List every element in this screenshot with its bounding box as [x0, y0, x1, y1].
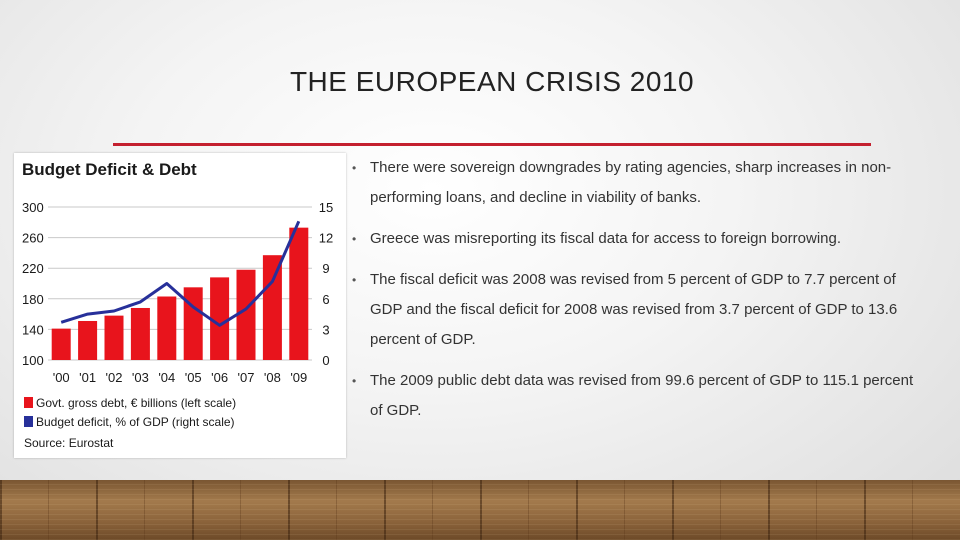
right-axis-tick-label: 9 — [322, 261, 329, 276]
left-axis-ticks: 300 260 220 180 140 100 — [22, 200, 44, 368]
x-axis-tick-label: '04 — [158, 370, 175, 385]
deficit-line — [60, 220, 301, 327]
chart-title: Budget Deficit & Debt — [22, 160, 197, 179]
chart-source: Source: Eurostat — [24, 436, 114, 450]
x-axis-tick-label: '02 — [106, 370, 123, 385]
right-axis-tick-label: 12 — [319, 231, 333, 246]
x-axis-tick-label: '07 — [238, 370, 255, 385]
bullet-item: The fiscal deficit was 2008 was revised … — [352, 265, 922, 355]
x-axis-tick-label: '06 — [211, 370, 228, 385]
title-underline — [113, 143, 871, 146]
x-axis-tick-label: '00 — [53, 370, 70, 385]
legend-deficit-swatch — [24, 416, 33, 427]
debt-bar — [130, 307, 150, 360]
x-axis-ticks: '00 '01 '02 '03 '04 '05 '06 '07 '08 '09 — [53, 370, 308, 385]
bullet-list: There were sovereign downgrades by ratin… — [352, 153, 922, 437]
budget-deficit-debt-chart: Budget Deficit & Debt 300 260 220 180 140 100… — [14, 153, 346, 458]
debt-bars — [51, 227, 309, 360]
x-axis-tick-label: '03 — [132, 370, 149, 385]
right-axis-tick-label: 3 — [322, 322, 329, 337]
debt-bar — [157, 296, 177, 360]
debt-bar — [104, 315, 124, 360]
debt-bar — [183, 287, 203, 360]
x-axis-tick-label: '08 — [264, 370, 281, 385]
wood-floor-decoration — [0, 480, 960, 540]
chart-canvas: Budget Deficit & Debt 300 260 220 180 140 100… — [22, 160, 333, 450]
debt-bar — [236, 269, 256, 360]
bullet-item: The 2009 public debt data was revised fr… — [352, 366, 922, 426]
legend-deficit-label: Budget deficit, % of GDP (right scale) — [36, 415, 235, 429]
x-axis-tick-label: '05 — [185, 370, 202, 385]
left-axis-tick-label: 180 — [22, 292, 44, 307]
debt-bar — [210, 277, 230, 360]
bullet-item: There were sovereign downgrades by ratin… — [352, 153, 922, 213]
bullet-item: Greece was misreporting its fiscal data … — [352, 224, 922, 254]
left-axis-tick-label: 220 — [22, 261, 44, 276]
debt-bar — [78, 320, 98, 360]
right-axis-tick-label: 15 — [319, 200, 333, 215]
legend-debt-label: Govt. gross debt, € billions (left scale… — [36, 396, 236, 410]
legend-debt-swatch — [24, 397, 33, 408]
right-axis-tick-label: 6 — [322, 292, 329, 307]
left-axis-tick-label: 140 — [22, 322, 44, 337]
debt-bar — [289, 227, 309, 360]
right-axis-ticks: 15 12 9 6 3 0 — [319, 200, 333, 368]
left-axis-tick-label: 300 — [22, 200, 44, 215]
x-axis-tick-label: '01 — [79, 370, 96, 385]
slide-title: THE EUROPEAN CRISIS 2010 — [289, 66, 695, 97]
x-axis-tick-label: '09 — [290, 370, 307, 385]
debt-bar — [262, 255, 282, 360]
right-axis-tick-label: 0 — [322, 353, 329, 368]
left-axis-tick-label: 260 — [22, 231, 44, 246]
debt-bar — [51, 328, 71, 360]
left-axis-tick-label: 100 — [22, 353, 44, 368]
